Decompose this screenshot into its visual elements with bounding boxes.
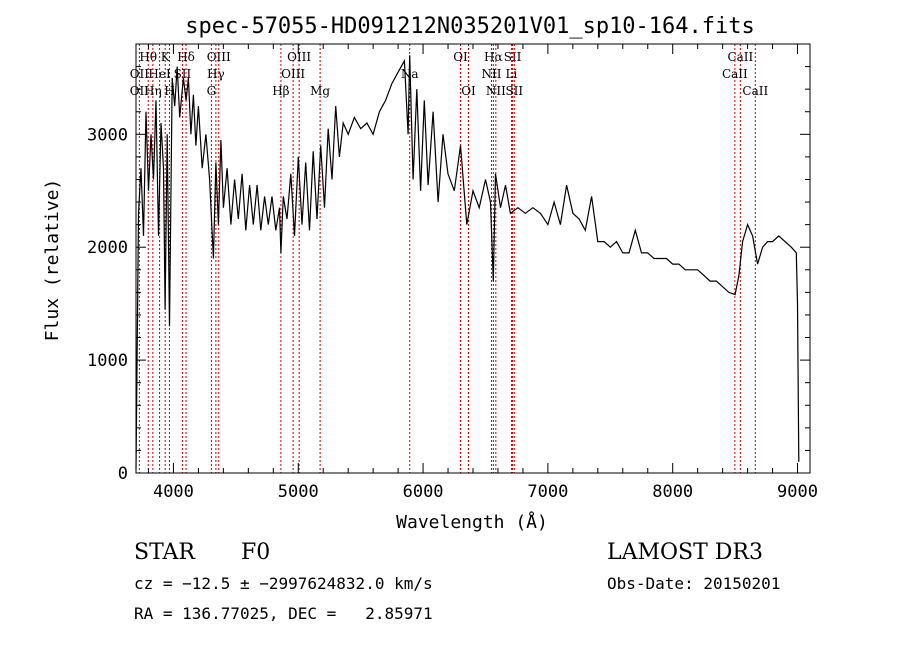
line-marker-label: OII [130, 67, 150, 81]
y-tick-label: 1000 [87, 351, 128, 371]
y-tick-label: 0 [118, 464, 128, 484]
line-marker-label: Mg [310, 84, 330, 98]
line-marker-label: OII [130, 84, 150, 98]
plot-frame [135, 43, 811, 474]
line-marker-label: CaII [722, 67, 748, 81]
line-marker-label: OI [453, 50, 468, 64]
line-marker-label: CaII [727, 50, 753, 64]
line-marker-label: Hδ [177, 50, 195, 64]
line-marker-label: G [207, 84, 217, 98]
object-class: STAR [134, 540, 195, 565]
survey-name: LAMOST DR3 [607, 540, 763, 565]
line-marker-label: Hβ [272, 84, 289, 98]
line-marker-label: OIII [281, 67, 305, 81]
x-axis-label: Wavelength (Å) [396, 511, 548, 533]
axis-ticks: 4000 5000 6000 7000 8000 9000 0 1000 2000 3000 [87, 44, 818, 502]
x-tick-label: 8000 [652, 482, 693, 502]
x-tick-label: 9000 [777, 482, 818, 502]
line-marker-label: Hα [484, 50, 503, 64]
x-tick-label: 6000 [403, 482, 444, 502]
redshift-text: cz = −12.5 ± −2997624832.0 km/s [134, 574, 433, 593]
line-marker-label: Hγ [207, 67, 225, 81]
object-subclass: F0 [241, 540, 271, 565]
x-tick-label: 5000 [278, 482, 319, 502]
spectrum-series-line [135, 55, 800, 470]
line-marker-label: K [161, 50, 171, 64]
line-marker-label: NII [481, 67, 501, 81]
line-marker-label: OI [461, 84, 476, 98]
line-marker-label: OIII [207, 50, 231, 64]
line-marker-label: SII [505, 84, 523, 98]
chart-title: spec-57055-HD091212N035201V01_sp10-164.f… [185, 14, 755, 39]
coordinates-text: RA = 136.77025, DEC = 2.85971 [134, 604, 433, 623]
line-marker-label: HeI [148, 67, 171, 81]
line-marker-label: SII [504, 50, 522, 64]
line-marker-label: H [164, 84, 174, 98]
line-marker-label: Li [506, 67, 518, 81]
line-marker-label: OIII [287, 50, 311, 64]
y-axis-label: Flux (relative) [42, 179, 63, 342]
line-marker-label: Hη [144, 84, 162, 98]
line-marker-label: NII [486, 84, 506, 98]
line-marker-label: CaII [742, 84, 768, 98]
x-tick-label: 4000 [153, 482, 194, 502]
line-marker-label: Hθ [139, 50, 157, 64]
y-tick-label: 3000 [87, 125, 128, 145]
observation-date: Obs-Date: 20150201 [607, 574, 781, 593]
x-tick-label: 7000 [527, 482, 568, 502]
y-tick-label: 2000 [87, 238, 128, 258]
